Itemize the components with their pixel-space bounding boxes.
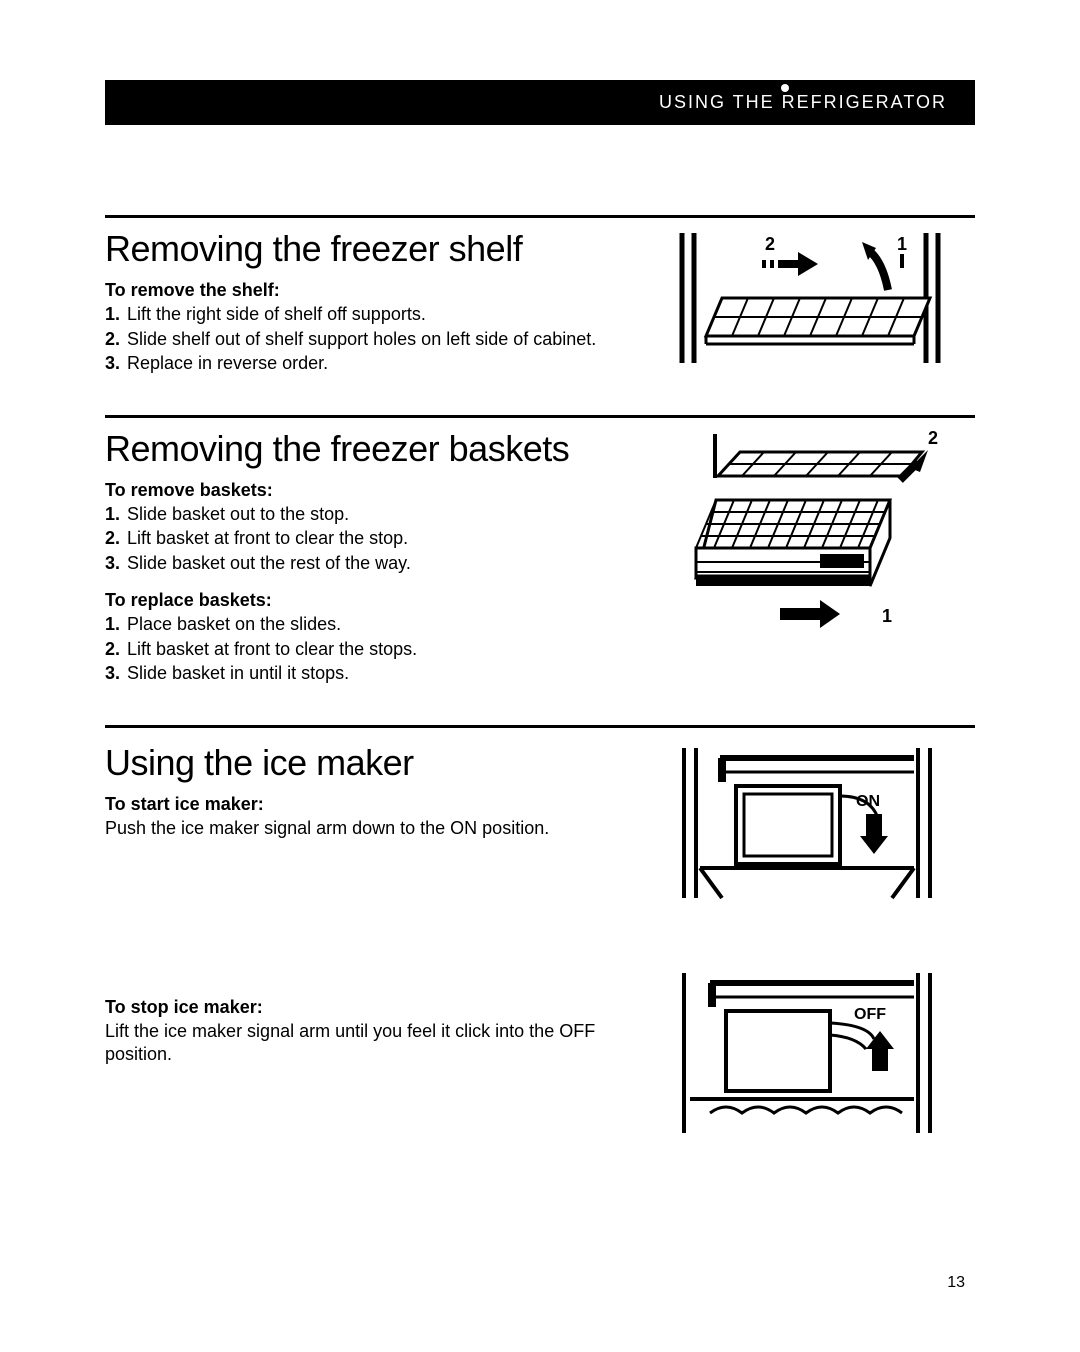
ice-off-figure: OFF <box>644 963 975 1143</box>
shelf-figure: 2 1 <box>644 228 975 368</box>
section-title: Removing the freezer shelf <box>105 228 614 270</box>
body-text: Lift the ice maker signal arm until you … <box>105 1020 614 1065</box>
list-item: Replace in reverse order. <box>105 352 614 375</box>
text-column: Using the ice maker To start ice maker: … <box>105 738 614 1143</box>
list-item: Slide basket out the rest of the way. <box>105 552 614 575</box>
section-title: Removing the freezer baskets <box>105 428 614 470</box>
subheading: To replace baskets: <box>105 590 614 611</box>
list-item: Lift basket at front to clear the stops. <box>105 638 614 661</box>
list-item: Slide basket in until it stops. <box>105 662 614 685</box>
list-item: Lift basket at front to clear the stop. <box>105 527 614 550</box>
svg-text:2: 2 <box>928 428 938 448</box>
basket-figure: 2 1 <box>644 428 975 638</box>
svg-text:2: 2 <box>765 234 775 254</box>
svg-text:1: 1 <box>882 606 892 626</box>
list-item: Place basket on the slides. <box>105 613 614 636</box>
svg-text:OFF: OFF <box>854 1006 886 1023</box>
section-freezer-baskets: Removing the freezer baskets To remove b… <box>105 415 975 687</box>
section-header-bar: USING THE REFRIGERATOR <box>105 80 975 125</box>
ordered-steps: Lift the right side of shelf off support… <box>105 303 614 375</box>
figure-column: 2 1 <box>644 228 975 377</box>
svg-text:1: 1 <box>897 234 907 254</box>
list-item: Slide shelf out of shelf support holes o… <box>105 328 614 351</box>
subheading: To start ice maker: <box>105 794 614 815</box>
svg-text:ON: ON <box>856 793 880 810</box>
subheading: To stop ice maker: <box>105 997 614 1018</box>
ice-on-figure: ON <box>644 738 975 908</box>
section-ice-maker: Using the ice maker To start ice maker: … <box>105 725 975 1143</box>
page-number: 13 <box>947 1274 965 1292</box>
section-header-label: USING THE REFRIGERATOR <box>659 92 947 112</box>
subheading: To remove the shelf: <box>105 280 614 301</box>
text-column: Removing the freezer baskets To remove b… <box>105 428 614 687</box>
ordered-steps: Slide basket out to the stop. Lift baske… <box>105 503 614 575</box>
body-text: Push the ice maker signal arm down to th… <box>105 817 614 840</box>
subheading: To remove baskets: <box>105 480 614 501</box>
figure-column: 2 1 <box>644 428 975 687</box>
text-column: Removing the freezer shelf To remove the… <box>105 228 614 377</box>
section-title: Using the ice maker <box>105 742 614 784</box>
list-item: Lift the right side of shelf off support… <box>105 303 614 326</box>
section-freezer-shelf: Removing the freezer shelf To remove the… <box>105 215 975 377</box>
ordered-steps: Place basket on the slides. Lift basket … <box>105 613 614 685</box>
figure-column: ON <box>644 738 975 1143</box>
list-item: Slide basket out to the stop. <box>105 503 614 526</box>
